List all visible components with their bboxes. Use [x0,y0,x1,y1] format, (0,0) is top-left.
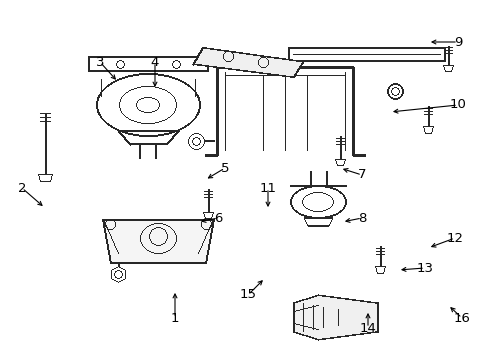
Text: 5: 5 [220,162,229,175]
Text: 14: 14 [359,321,376,334]
Text: 11: 11 [259,181,276,194]
Text: 1: 1 [170,311,179,324]
Text: 7: 7 [357,168,366,181]
Text: 10: 10 [448,99,466,112]
Text: 13: 13 [416,261,433,274]
Text: 6: 6 [213,211,222,225]
Text: 4: 4 [150,55,159,68]
Text: 2: 2 [18,181,26,194]
Text: 8: 8 [357,211,366,225]
Text: 12: 12 [446,231,463,244]
Text: 15: 15 [239,288,256,302]
Text: 3: 3 [96,55,104,68]
Text: 16: 16 [453,311,469,324]
Text: 9: 9 [453,36,461,49]
